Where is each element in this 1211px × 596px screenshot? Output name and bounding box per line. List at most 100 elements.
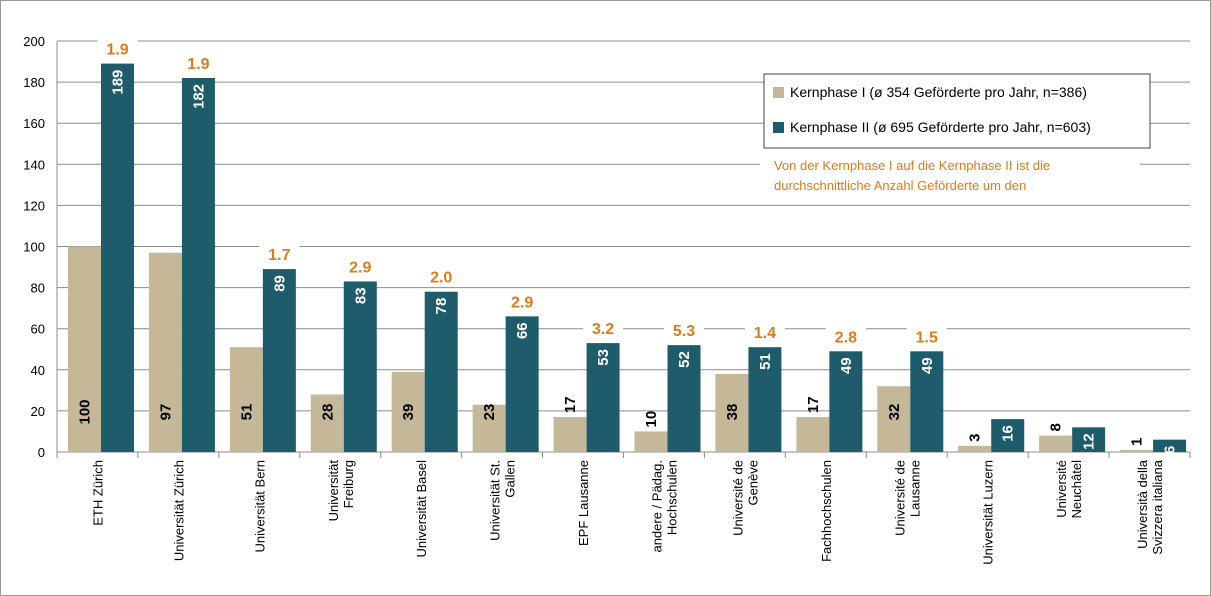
bar [1039, 435, 1073, 452]
bar [553, 417, 587, 452]
x-tick-label: Universität Basel [414, 460, 429, 558]
annotation-bg [760, 154, 1140, 200]
value-label: 49 [919, 357, 936, 374]
bar [1072, 427, 1106, 452]
ratio-label: 2.9 [349, 259, 371, 276]
bar [958, 445, 992, 452]
ratio-label-bg [340, 257, 381, 276]
bar [829, 351, 863, 452]
value-label: 17 [562, 396, 579, 413]
value-label: 12 [1081, 433, 1098, 450]
y-tick-label: 160 [23, 116, 45, 131]
value-label: 6 [1162, 446, 1179, 454]
bar [68, 246, 101, 452]
bar [991, 419, 1025, 452]
value-label: 100 [77, 399, 94, 424]
ratio-label-bg [825, 327, 866, 346]
value-label: 16 [1000, 425, 1017, 442]
y-tick-label: 120 [23, 198, 45, 213]
ratio-label-bg [421, 267, 462, 286]
bar [424, 291, 458, 452]
ratio-label: 3.2 [592, 321, 614, 338]
value-label: 32 [886, 404, 903, 421]
value-label: 97 [157, 404, 174, 421]
bar [505, 316, 539, 452]
ratio-label-bg [259, 245, 300, 264]
x-tick-label: Università dellaSvizzera italiana [1135, 459, 1165, 554]
bar [796, 417, 830, 452]
bar [715, 373, 749, 452]
value-label: 83 [352, 287, 369, 304]
bar [181, 77, 215, 453]
value-label: 1 [1129, 438, 1146, 446]
y-tick-label: 180 [23, 75, 45, 90]
ratio-label: 2.0 [430, 270, 452, 287]
value-label: 39 [400, 404, 417, 421]
x-tick-label: UniversitätFreiburg [326, 460, 356, 522]
x-tick-label: Université deLausanne [892, 460, 922, 536]
legend-label: Kernphase I (ø 354 Geförderte pro Jahr, … [790, 84, 1087, 100]
x-tick-label: Universität Zürich [171, 460, 186, 561]
value-label: 52 [676, 351, 693, 368]
value-label: 53 [595, 349, 612, 366]
value-label: 38 [724, 404, 741, 421]
y-tick-label: 200 [23, 34, 45, 49]
ratio-label-bg [97, 39, 138, 58]
y-tick-label: 100 [23, 240, 45, 255]
x-tick-label: EPF Lausanne [576, 460, 591, 546]
ratio-label: 1.4 [754, 325, 776, 342]
ratio-label: 1.9 [106, 42, 128, 59]
value-label: 49 [838, 357, 855, 374]
y-tick-label: 0 [38, 445, 45, 460]
value-label: 51 [238, 404, 255, 421]
y-tick-label: 20 [31, 404, 45, 419]
value-label: 17 [805, 396, 822, 413]
bar [343, 281, 377, 452]
legend-label: Kernphase II (ø 695 Geförderte pro Jahr,… [790, 119, 1091, 135]
value-label: 51 [757, 353, 774, 370]
annotation: durchschnittliche Anzahl Geförderte um d… [774, 178, 1026, 193]
x-tick-label: andere / Pädag.Hochschulen [649, 460, 679, 553]
bar [748, 347, 782, 452]
value-label: 10 [643, 411, 660, 428]
ratio-label-bg [744, 323, 785, 342]
legend-swatch [773, 122, 784, 133]
bars: ETH Zürich 100 1 89 1.9 Universität Zürich 97 1… [68, 39, 1187, 565]
ratio-label: 1.5 [916, 329, 938, 346]
y-tick-label: 60 [31, 322, 45, 337]
bar [877, 386, 911, 452]
y-tick-label: 80 [31, 281, 45, 296]
ratio-label: 1.7 [268, 247, 290, 264]
bar [634, 431, 668, 452]
legend: Kernphase I (ø 354 Geförderte pro Jahr, … [760, 73, 1151, 200]
ratio-label-bg [583, 319, 624, 338]
ratio-label-bg [178, 53, 219, 72]
y-tick-label: 140 [23, 157, 45, 172]
bar [1153, 439, 1187, 452]
annotation: Von der Kernphase I auf die Kernphase II… [774, 158, 1050, 173]
ratio-label: 2.8 [835, 329, 857, 346]
value-label: 89 [271, 275, 288, 292]
value-label: 28 [319, 404, 336, 421]
ratio-label-bg [906, 327, 947, 346]
x-tick-label: Universität St.Gallen [488, 460, 518, 541]
value-label: 23 [481, 404, 498, 421]
x-tick-label: Fachhochschulen [819, 460, 834, 562]
y-tick-label: 40 [31, 363, 45, 378]
x-tick-label: ETH Zürich [90, 460, 105, 526]
bar [229, 347, 263, 452]
x-tick-label: UniversitéNeuchâtel [1054, 460, 1084, 519]
bar [1120, 449, 1154, 452]
ratio-label-bg [664, 321, 704, 340]
bar [310, 394, 344, 452]
legend-swatch [773, 87, 784, 98]
bar [148, 252, 182, 452]
value-label: 8 [1048, 423, 1065, 431]
x-tick-label: Universität Luzern [981, 460, 996, 565]
bar [910, 351, 944, 452]
ratio-label: 1.9 [187, 56, 209, 73]
bar [472, 404, 506, 452]
value-label: 3 [967, 433, 984, 441]
value-label: 66 [514, 322, 531, 339]
